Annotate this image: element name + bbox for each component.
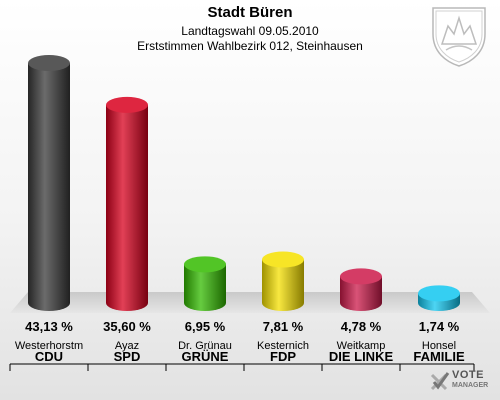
bar-top-spd [106,96,148,113]
bar-top-fdp [262,251,304,268]
value-label: 4,78 % [341,319,382,334]
bar-spd [106,104,148,311]
party-label: FDP [270,349,296,364]
candidate-label: Ayaz [115,340,139,352]
value-label: 7,81 % [263,319,304,334]
bar-fdp [262,259,304,311]
logo-text-manager: MANAGER [452,382,489,389]
bar-grüne [184,264,226,311]
value-label: 35,60 % [103,319,151,334]
party-label: FAMILIE [413,349,465,364]
chart-subtitle-district: Erststimmen Wahlbezirk 012, Steinhausen [137,39,363,53]
bar-top-familie [418,285,460,302]
party-label: DIE LINKE [329,349,394,364]
candidate-label: Kesternich [257,340,309,352]
chart-subtitle-election: Landtagswahl 09.05.2010 [181,24,319,38]
chart-title: Stadt Büren [207,4,293,21]
coat-of-arms-icon [432,7,486,67]
bar-die-linke [340,276,382,311]
value-label: 6,95 % [185,319,226,334]
checkmark-cross-icon [430,372,450,391]
candidate-label: Weitkamp [337,340,386,352]
value-label: 43,13 % [25,319,73,334]
vote-manager-logo: VOTE MANAGER [430,366,494,396]
party-label: CDU [35,349,63,364]
candidate-label: Honsel [422,340,456,352]
party-label: GRÜNE [182,349,229,364]
value-label: 1,74 % [419,319,460,334]
logo-text-vote: VOTE [452,369,484,381]
bar-top-cdu [28,55,70,71]
party-label: SPD [114,349,141,364]
bar-cdu [28,63,70,311]
candidate-label: Dr. Grünau [178,340,232,352]
bar-top-grüne [184,256,226,273]
bar-top-die-linke [340,268,382,285]
candidate-label: Westerhorstm [15,340,83,352]
